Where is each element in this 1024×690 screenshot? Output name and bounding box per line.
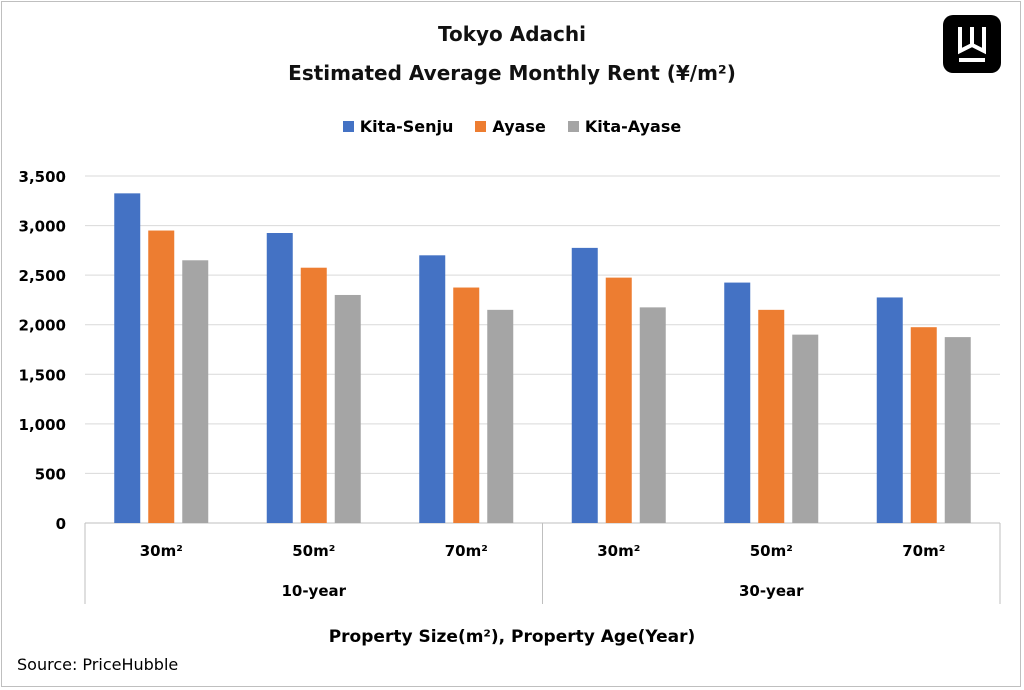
x-category-label: 50m² (750, 542, 793, 560)
x-category-label: 70m² (902, 542, 945, 560)
y-tick-label: 1,000 (19, 416, 66, 434)
chart-legend: Kita-Senju Ayase Kita-Ayase (0, 117, 1024, 136)
source-note: Source: PriceHubble (17, 655, 179, 674)
y-tick-label: 500 (35, 465, 66, 483)
x-category-label: 50m² (292, 542, 335, 560)
legend-label: Kita-Senju (359, 117, 454, 136)
legend-swatch (342, 121, 354, 132)
bar-kita-ayase (334, 294, 361, 523)
x-category-label: 30m² (140, 542, 183, 560)
y-tick-label: 1,500 (19, 366, 66, 384)
chart-subtitle: Estimated Average Monthly Rent (¥/m²) (288, 61, 736, 85)
legend-label: Kita-Ayase (584, 117, 682, 136)
bar-kita-ayase (792, 334, 819, 523)
y-tick-label: 2,000 (19, 317, 66, 335)
x-group-label: 30-year (739, 582, 804, 600)
legend-swatch (567, 121, 579, 132)
bar-ayase (910, 327, 937, 523)
bar-ayase (148, 230, 175, 523)
legend-item-kita-senju: Kita-Senju (342, 117, 454, 136)
y-tick-label: 0 (56, 515, 66, 533)
chart-title: Tokyo Adachi (437, 22, 586, 46)
bar-kita-ayase (487, 309, 514, 523)
bar-kita-senju (571, 247, 598, 523)
legend-swatch (475, 121, 487, 132)
bar-kita-ayase (944, 337, 971, 523)
bar-kita-ayase (182, 260, 209, 523)
x-category-label: 30m² (597, 542, 640, 560)
x-category-label: 70m² (445, 542, 488, 560)
bar-ayase (758, 309, 785, 523)
y-tick-label: 2,500 (19, 267, 66, 285)
legend-item-kita-ayase: Kita-Ayase (567, 117, 682, 136)
bar-kita-senju (724, 282, 751, 523)
w-logo-icon (943, 15, 1001, 73)
y-tick-label: 3,500 (19, 168, 66, 186)
y-tick-label: 3,000 (19, 218, 66, 236)
legend-item-ayase: Ayase (475, 117, 546, 136)
bar-kita-senju (419, 255, 446, 524)
bar-kita-senju (114, 193, 141, 523)
x-group-label: 10-year (281, 582, 346, 600)
bar-kita-ayase (639, 307, 666, 523)
bar-ayase (605, 277, 632, 523)
bar-kita-senju (266, 233, 293, 523)
bar-ayase (453, 287, 480, 523)
bar-kita-senju (876, 297, 903, 523)
x-axis-title: Property Size(m²), Property Age(Year) (328, 627, 696, 647)
bar-ayase (300, 267, 327, 523)
legend-label: Ayase (492, 117, 546, 136)
